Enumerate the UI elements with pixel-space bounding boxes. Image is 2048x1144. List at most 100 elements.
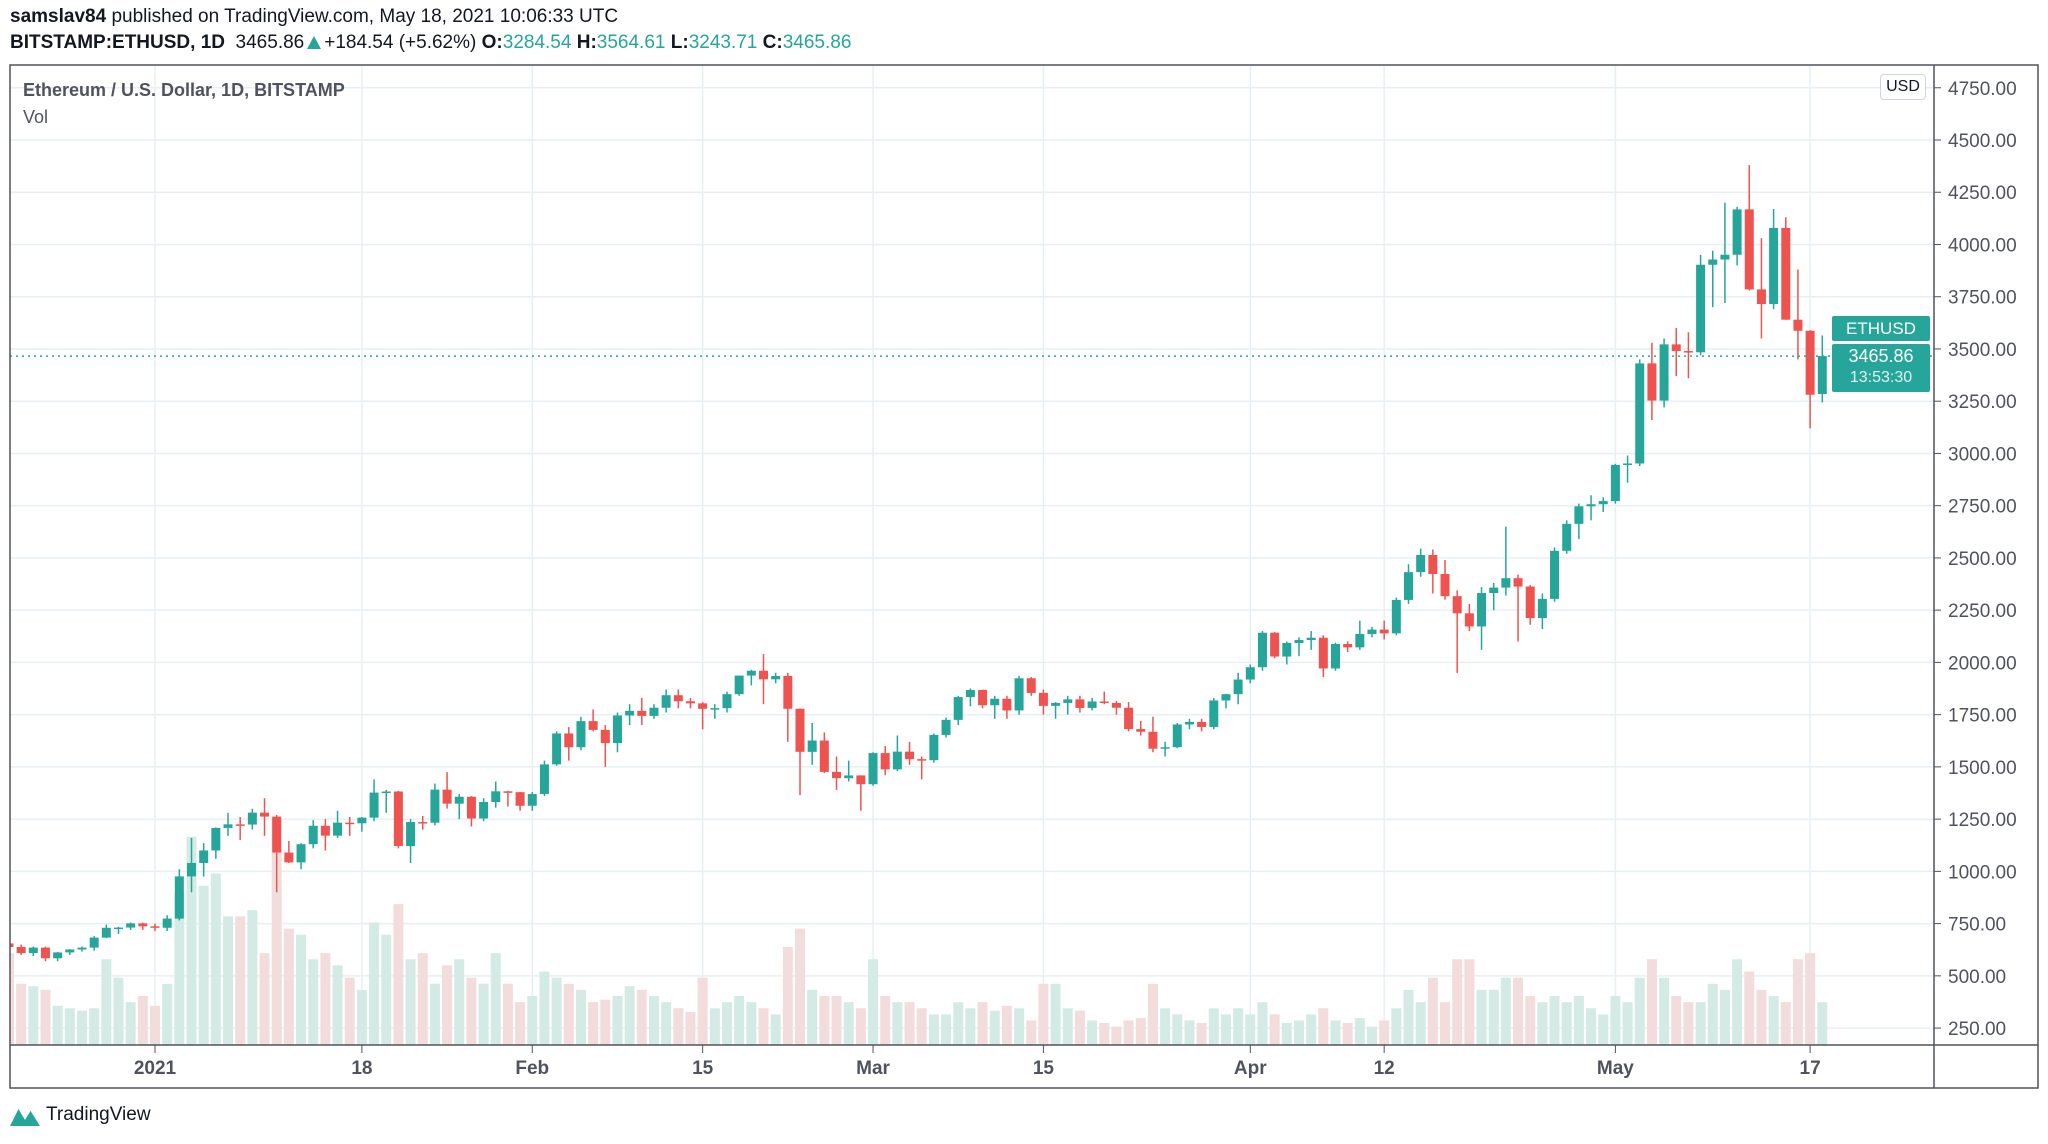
candle-body bbox=[406, 822, 416, 847]
volume-bar bbox=[210, 873, 221, 1045]
volume-bar bbox=[1391, 1008, 1402, 1045]
candle-body bbox=[588, 721, 598, 730]
candle-body bbox=[856, 775, 866, 785]
candle-body bbox=[174, 876, 184, 919]
candle-body bbox=[1136, 729, 1146, 732]
volume-bar bbox=[1001, 1005, 1012, 1045]
volume-bar bbox=[1805, 953, 1816, 1045]
candle-body bbox=[369, 792, 379, 818]
volume-bar bbox=[429, 983, 440, 1045]
volume-bar bbox=[1780, 1002, 1791, 1045]
volume-bar bbox=[1257, 1002, 1268, 1045]
candle-body bbox=[1781, 227, 1791, 320]
volume-bar bbox=[332, 965, 343, 1045]
candle-body bbox=[1245, 667, 1255, 680]
volume-bar bbox=[1281, 1022, 1292, 1045]
brand-name: TradingView bbox=[46, 1104, 151, 1125]
candle-body bbox=[1708, 259, 1718, 265]
candle-body bbox=[965, 689, 975, 698]
candle-body bbox=[1075, 699, 1085, 708]
candle-body bbox=[1452, 596, 1462, 614]
volume-bar bbox=[916, 1008, 927, 1045]
volume-bar bbox=[113, 977, 124, 1045]
volume-bar bbox=[1220, 1014, 1231, 1045]
volume-bar bbox=[636, 989, 647, 1045]
candle-body bbox=[113, 927, 123, 930]
volume-bar bbox=[527, 996, 538, 1045]
candle-body bbox=[1111, 702, 1121, 708]
tradingview-logo[interactable]: TradingView bbox=[10, 1104, 151, 1126]
low-value: 3243.71 bbox=[688, 32, 758, 53]
high-label: H: bbox=[576, 32, 597, 53]
symbol: BITSTAMP:ETHUSD, 1D bbox=[10, 32, 225, 53]
volume-bar bbox=[673, 1008, 684, 1045]
candle-body bbox=[272, 816, 282, 853]
volume-bar bbox=[1792, 959, 1803, 1045]
volume-bar bbox=[685, 1011, 696, 1045]
candle-body bbox=[1586, 504, 1596, 507]
candle-body bbox=[40, 947, 50, 959]
candle-body bbox=[953, 697, 963, 720]
volume-bar bbox=[490, 953, 501, 1045]
candle-body bbox=[1014, 678, 1024, 711]
volume-bar bbox=[1525, 996, 1536, 1045]
candle-body bbox=[1659, 344, 1669, 401]
volume-bar bbox=[1026, 1020, 1037, 1045]
volume-bar bbox=[1695, 1002, 1706, 1045]
candle-body bbox=[1270, 632, 1280, 657]
volume-bar bbox=[466, 977, 477, 1045]
candle-body bbox=[1574, 506, 1584, 524]
volume-bar bbox=[1744, 971, 1755, 1045]
candle-body bbox=[1610, 464, 1620, 502]
price-axis-label: 3750.00 bbox=[1948, 288, 2017, 309]
candle-body bbox=[466, 796, 476, 819]
volume-bar bbox=[880, 996, 891, 1045]
volume-bar bbox=[283, 928, 294, 1045]
candle-body bbox=[844, 775, 854, 779]
candle-body bbox=[1306, 637, 1316, 641]
volume-bar bbox=[174, 891, 185, 1045]
candle-body bbox=[819, 740, 829, 772]
volume-bar bbox=[624, 986, 635, 1045]
volume-bar bbox=[1367, 1026, 1377, 1045]
currency-button[interactable]: USD bbox=[1880, 74, 1926, 100]
volume-bar bbox=[1756, 989, 1767, 1045]
volume-bar bbox=[1354, 1018, 1365, 1045]
volume-bar bbox=[661, 1002, 672, 1045]
volume-bar bbox=[551, 977, 562, 1045]
candle-body bbox=[1197, 721, 1207, 727]
last-price-value: 3465.86 bbox=[1848, 346, 1914, 366]
volume-bar bbox=[989, 1010, 1000, 1045]
volume-bar bbox=[320, 953, 331, 1045]
chart-legend: Ethereum / U.S. Dollar, 1D, BITSTAMP Vol bbox=[23, 80, 345, 128]
volume-bar bbox=[1147, 983, 1158, 1045]
author: samslav84 bbox=[10, 6, 107, 27]
volume-bar bbox=[1014, 1008, 1025, 1045]
volume-bar bbox=[1087, 1020, 1098, 1045]
price-axis-label: 750.00 bbox=[1948, 915, 2006, 936]
time-axis-label: Apr bbox=[1234, 1058, 1267, 1079]
candle-body bbox=[1379, 629, 1389, 634]
time-axis-label: 17 bbox=[1800, 1058, 1821, 1079]
candle-body bbox=[1124, 707, 1134, 730]
volume-bar bbox=[758, 1008, 769, 1045]
volume-bar bbox=[1671, 996, 1682, 1045]
open-value: 3284.54 bbox=[502, 32, 572, 53]
candle-body bbox=[1428, 554, 1438, 575]
volume-bar bbox=[1598, 1014, 1609, 1045]
volume-bar bbox=[709, 1008, 720, 1045]
candle-body bbox=[661, 695, 671, 708]
volume-bar bbox=[1184, 1020, 1195, 1045]
candle-body bbox=[941, 719, 951, 735]
volume-bar bbox=[223, 916, 234, 1045]
candle-body bbox=[162, 918, 172, 928]
volume-bar bbox=[10, 953, 14, 1045]
time-axis-label: 15 bbox=[1033, 1058, 1055, 1079]
volume-bar bbox=[795, 928, 806, 1045]
candle-body bbox=[1635, 363, 1645, 464]
candle-body bbox=[978, 689, 988, 706]
candle-body bbox=[1099, 701, 1109, 703]
candle-body bbox=[1769, 227, 1779, 305]
price-axis-label: 3250.00 bbox=[1948, 392, 2017, 413]
